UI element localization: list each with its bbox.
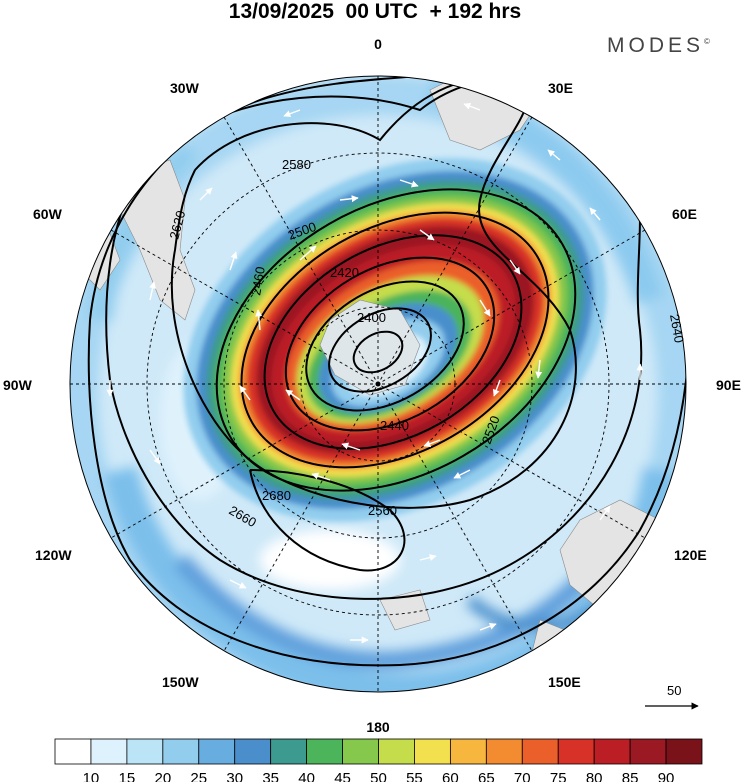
colorbar-tick-label: 10: [83, 770, 100, 782]
colorbar-tick-label: 75: [550, 770, 567, 782]
colorbar-tick-label: 70: [514, 770, 531, 782]
wind-reference-label: 50: [667, 683, 681, 698]
colorbar-swatch: [593, 738, 631, 765]
colorbar-tick-label: 50: [370, 770, 387, 782]
contour-label: 2580: [282, 157, 311, 172]
colorbar-swatch: [378, 738, 415, 765]
lon-label-150e: 150E: [548, 674, 581, 690]
colorbar-swatch: [557, 738, 595, 765]
brand-name: MODES: [607, 34, 705, 57]
colorbar-swatch: [234, 738, 272, 765]
colorbar-swatch: [90, 738, 128, 765]
lon-label-60e: 60E: [672, 206, 697, 222]
colorbar-tick-label: 80: [586, 770, 603, 782]
lon-label-30e: 30E: [548, 80, 573, 96]
longitude-labels: 0 30E 60E 90E 120E 150E 180 150W 120W 90…: [3, 36, 741, 735]
lon-label-30w: 30W: [170, 80, 200, 96]
colorbar-swatch: [342, 738, 379, 765]
colorbar-tick-label: 65: [478, 770, 495, 782]
colorbar-swatch: [306, 738, 343, 765]
contour-label: 2460: [248, 265, 268, 296]
colorbar-tick-label: 15: [119, 770, 136, 782]
lon-label-60w: 60W: [33, 206, 63, 222]
colorbar-tick-label: 60: [442, 770, 459, 782]
colorbar-tick-label: 45: [334, 770, 351, 782]
colorbar-swatch: [521, 738, 559, 765]
contour-label: 2440: [380, 418, 409, 433]
colorbar-swatch: [629, 738, 667, 765]
lon-label-120e: 120E: [674, 547, 707, 563]
contour-label: 2560: [368, 503, 397, 518]
brand-logo: MODES©: [607, 34, 710, 58]
contour-label: 2400: [357, 310, 386, 325]
colorbar-tick-label: 20: [154, 770, 171, 782]
lon-label-90e: 90E: [716, 377, 741, 393]
colorbar-swatch: [162, 738, 200, 765]
colorbar-tick-label: 25: [190, 770, 207, 782]
lon-label-0: 0: [374, 36, 382, 52]
contour-label: 2620: [166, 209, 188, 241]
colorbar-swatch: [54, 738, 92, 765]
colorbar-swatch: [665, 738, 703, 765]
height-contours: [87, 76, 686, 667]
colorbar-tick-label: 35: [262, 770, 279, 782]
colorbar-tick-label: 40: [298, 770, 315, 782]
contour-label: 2420: [330, 265, 359, 280]
lon-label-180: 180: [366, 719, 390, 735]
colorbar-swatch: [449, 738, 487, 765]
colorbar-tick-label: 90: [658, 770, 675, 782]
colorbar-tick-label: 55: [406, 770, 423, 782]
colorbar-swatch: [485, 738, 523, 765]
colorbar: 10 15 20 25 30 35 40 45 50 55 60 65 70 75 80 85 90: [54, 738, 703, 782]
wind-reference: 50: [645, 683, 699, 710]
map-title: 13/09/2025 00 UTC + 192 hrs: [228, 0, 522, 23]
colorbar-swatch: [414, 738, 451, 765]
brand-mark: ©: [704, 37, 710, 46]
lon-label-150w: 150W: [162, 674, 199, 690]
lon-label-90w: 90W: [3, 377, 33, 393]
colorbar-swatch: [270, 738, 308, 765]
wind-vectors: [106, 102, 644, 644]
contour-labels: 2400 2420 2440 2460 2500 2520 2560 2580 …: [166, 157, 686, 530]
colorbar-tick-label: 85: [622, 770, 639, 782]
lon-label-120w: 120W: [35, 547, 72, 563]
colorbar-swatch: [198, 738, 236, 765]
colorbar-swatch: [126, 738, 164, 765]
colorbar-tick-label: 30: [226, 770, 243, 782]
contour-label: 2680: [262, 488, 291, 503]
